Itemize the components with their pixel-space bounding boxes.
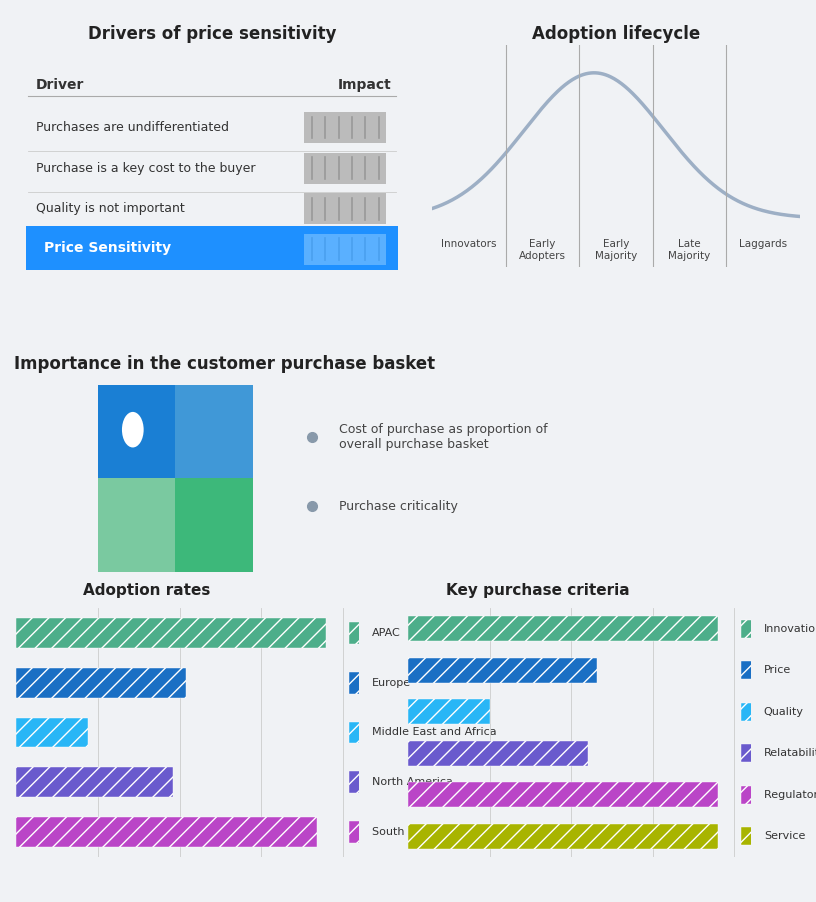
Text: Drivers of price sensitivity: Drivers of price sensitivity <box>88 24 336 42</box>
Ellipse shape <box>122 412 144 447</box>
Bar <box>16 667 186 697</box>
FancyBboxPatch shape <box>349 622 366 644</box>
Bar <box>16 817 317 847</box>
Text: Early
Adopters: Early Adopters <box>519 239 566 261</box>
FancyBboxPatch shape <box>304 152 387 184</box>
Text: Early
Majority: Early Majority <box>595 239 637 261</box>
Bar <box>408 699 490 724</box>
Text: Adoption lifecycle: Adoption lifecycle <box>532 25 700 43</box>
Text: Key purchase criteria: Key purchase criteria <box>446 583 630 597</box>
Text: Impact: Impact <box>338 78 391 92</box>
Text: Relatability: Relatability <box>764 748 816 759</box>
Text: Regulatory Compliance: Regulatory Compliance <box>764 789 816 800</box>
Bar <box>408 616 718 641</box>
Text: Late
Majority: Late Majority <box>668 239 711 261</box>
Text: Purchase criticality: Purchase criticality <box>339 500 458 513</box>
FancyBboxPatch shape <box>26 226 398 270</box>
Text: Service: Service <box>764 831 805 842</box>
Text: Innovation: Innovation <box>764 624 816 634</box>
FancyBboxPatch shape <box>741 661 757 679</box>
Text: APAC: APAC <box>372 628 401 638</box>
Text: Purchase is a key cost to the buyer: Purchase is a key cost to the buyer <box>36 161 255 175</box>
Bar <box>175 385 253 478</box>
FancyBboxPatch shape <box>304 112 387 143</box>
Text: Laggards: Laggards <box>739 239 787 249</box>
Text: Quality is not important: Quality is not important <box>36 202 184 216</box>
Bar <box>408 782 718 807</box>
FancyBboxPatch shape <box>741 744 757 762</box>
Text: Driver: Driver <box>36 78 84 92</box>
FancyBboxPatch shape <box>741 827 757 845</box>
Text: Quality: Quality <box>764 707 804 717</box>
Bar <box>408 658 597 683</box>
Text: Cost of purchase as proportion of
overall purchase basket: Cost of purchase as proportion of overal… <box>339 423 548 451</box>
Text: Price: Price <box>764 666 791 676</box>
FancyBboxPatch shape <box>349 722 366 743</box>
Bar <box>175 478 253 572</box>
Bar <box>16 618 326 648</box>
Bar <box>98 385 175 478</box>
Text: South America: South America <box>372 827 455 837</box>
Text: Importance in the customer purchase basket: Importance in the customer purchase bask… <box>14 354 435 373</box>
Text: Price Sensitivity: Price Sensitivity <box>44 241 171 254</box>
FancyBboxPatch shape <box>741 786 757 804</box>
FancyBboxPatch shape <box>349 672 366 694</box>
Text: Innovators: Innovators <box>441 239 497 249</box>
Bar <box>98 478 175 572</box>
Text: Adoption rates: Adoption rates <box>83 583 211 597</box>
FancyBboxPatch shape <box>741 703 757 721</box>
Bar <box>408 741 588 766</box>
FancyBboxPatch shape <box>349 771 366 793</box>
FancyBboxPatch shape <box>741 620 757 638</box>
FancyBboxPatch shape <box>304 193 387 225</box>
Text: Europe: Europe <box>372 677 411 687</box>
FancyBboxPatch shape <box>349 821 366 843</box>
Text: North America: North America <box>372 778 453 787</box>
Text: Middle East and Africa: Middle East and Africa <box>372 728 497 738</box>
Bar <box>16 768 173 797</box>
Bar <box>16 717 88 748</box>
FancyBboxPatch shape <box>304 234 387 265</box>
Bar <box>408 824 718 849</box>
Text: Purchases are undifferentiated: Purchases are undifferentiated <box>36 121 229 134</box>
